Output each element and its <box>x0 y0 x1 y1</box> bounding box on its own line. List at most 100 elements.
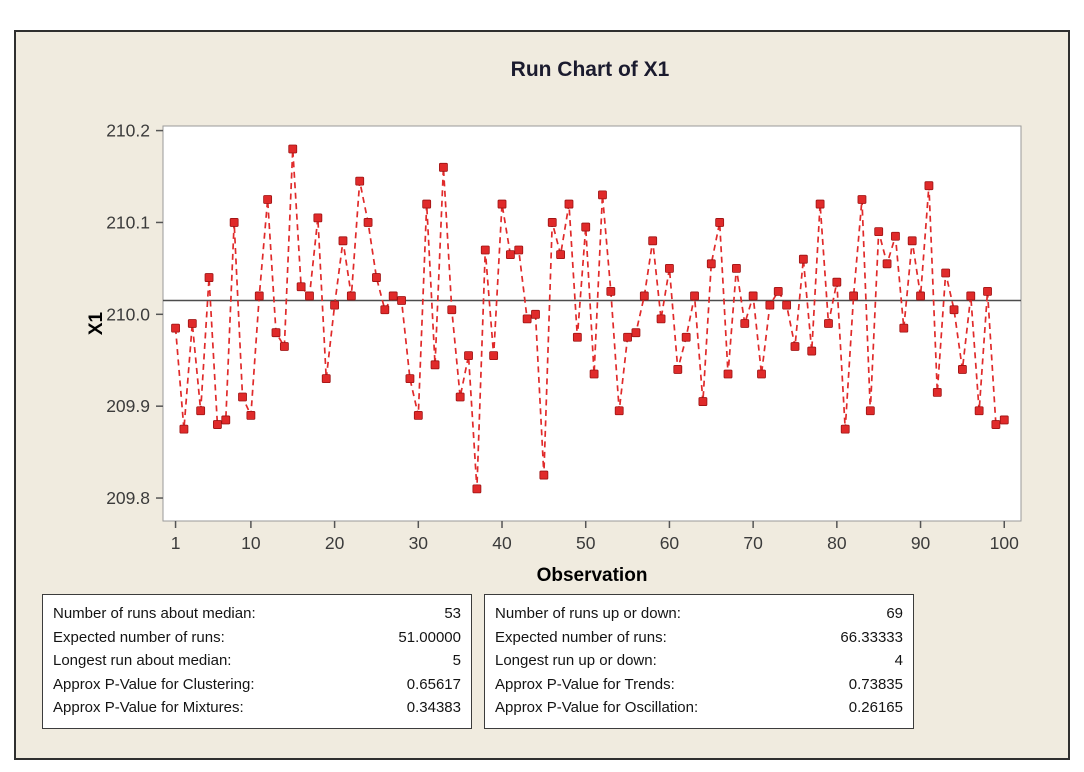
data-point-marker <box>614 406 624 416</box>
stat-row: Expected number of runs: 51.00000 <box>53 626 461 650</box>
stat-label: Expected number of runs: <box>495 628 667 646</box>
data-point-marker <box>405 374 415 384</box>
x-tick-label: 60 <box>660 533 680 553</box>
data-point-marker <box>958 365 967 374</box>
x-tick-label: 20 <box>325 533 345 553</box>
stat-label: Number of runs about median: <box>53 605 256 622</box>
data-point-marker <box>589 369 599 379</box>
run-test-statistics: Number of runs about median: 53 Expected… <box>42 594 1068 729</box>
data-point-marker <box>229 218 239 227</box>
x-axis: 1 10 20 30 40 50 60 70 80 90 100 <box>171 521 1019 553</box>
data-point-marker <box>246 410 256 420</box>
stat-label: Number of runs up or down: <box>495 605 681 622</box>
stat-row: Longest run about median: 5 <box>53 649 461 673</box>
data-point-marker <box>464 351 473 361</box>
data-point-marker <box>698 397 708 406</box>
data-point-marker <box>706 259 716 269</box>
stat-value: 0.65617 <box>406 675 461 693</box>
data-point-marker <box>497 199 507 209</box>
data-point-marker <box>865 406 875 416</box>
x-tick-label: 80 <box>827 533 847 553</box>
data-point-marker <box>899 323 909 333</box>
data-point-marker <box>238 392 247 402</box>
data-point-marker <box>430 360 440 370</box>
x-tick-label: 90 <box>911 533 931 553</box>
y-tick-label: 210.0 <box>106 304 150 324</box>
stat-value: 51.00000 <box>398 628 461 646</box>
data-point-marker <box>196 406 206 416</box>
data-point-marker <box>480 245 490 255</box>
data-point-marker <box>447 305 457 315</box>
data-point-marker <box>388 291 398 301</box>
data-point-marker <box>539 470 549 480</box>
x-tick-label: 30 <box>409 533 429 553</box>
stat-value: 5 <box>452 652 461 670</box>
data-point-marker <box>455 392 465 402</box>
data-point-marker <box>740 319 750 328</box>
data-point-marker <box>748 291 758 301</box>
data-point-marker <box>723 369 733 379</box>
data-point-marker <box>439 162 448 172</box>
data-point-marker <box>254 291 264 301</box>
stat-value: 66.33333 <box>840 628 903 646</box>
data-point-marker <box>422 199 432 209</box>
data-point-marker <box>556 250 566 260</box>
data-point-marker <box>857 195 867 204</box>
data-point-marker <box>999 415 1009 425</box>
data-point-marker <box>681 332 691 342</box>
data-point-marker <box>891 231 900 241</box>
x-axis-title: Observation <box>537 565 648 586</box>
data-point-marker <box>305 291 314 301</box>
data-point-marker <box>271 328 281 338</box>
data-point-marker <box>187 319 197 328</box>
x-tick-label: 70 <box>743 533 763 553</box>
stat-label: Expected number of runs: <box>53 628 225 646</box>
data-point-marker <box>296 282 306 292</box>
data-point-marker <box>773 286 783 296</box>
data-point-marker <box>765 300 775 310</box>
stat-label: Approx P-Value for Mixtures: <box>53 699 244 717</box>
data-point-marker <box>171 323 180 333</box>
data-point-marker <box>338 236 348 246</box>
data-point-marker <box>355 176 365 186</box>
y-tick-label: 210.2 <box>106 121 150 141</box>
data-point-marker <box>656 314 666 324</box>
stat-row: Expected number of runs: 66.33333 <box>495 626 903 650</box>
y-tick-label: 209.8 <box>106 488 150 508</box>
stat-value: 0.34383 <box>406 699 461 717</box>
data-point-marker <box>815 199 825 209</box>
data-point-marker <box>221 415 231 425</box>
runs-about-median-stats-box: Number of runs about median: 53 Expected… <box>42 594 472 729</box>
stat-row: Longest run up or down: 4 <box>495 649 903 673</box>
data-point-marker <box>204 273 214 282</box>
stat-value: 69 <box>886 605 903 622</box>
data-point-marker <box>547 218 557 227</box>
data-point-marker <box>874 227 884 237</box>
data-series-markers <box>171 144 1009 494</box>
data-point-marker <box>715 218 725 227</box>
data-point-marker <box>824 319 833 328</box>
stat-value: 0.26165 <box>848 699 903 717</box>
data-point-marker <box>639 291 649 301</box>
stat-label: Longest run about median: <box>53 652 232 670</box>
stat-value: 4 <box>894 652 903 670</box>
data-point-marker <box>288 144 298 154</box>
data-point-marker <box>346 291 356 301</box>
data-point-marker <box>363 218 373 227</box>
data-point-marker <box>966 291 976 301</box>
data-point-marker <box>263 195 273 204</box>
data-point-marker <box>849 291 858 301</box>
data-point-marker <box>924 181 934 191</box>
data-point-marker <box>321 374 331 384</box>
data-point-marker <box>489 351 499 361</box>
y-axis-title: X1 <box>86 311 107 335</box>
runs-up-down-stats-box: Number of runs up or down: 69 Expected n… <box>484 594 914 729</box>
data-point-marker <box>907 236 917 246</box>
run-chart-graph-window: Run Chart of X1 209.8 209.9 210.0 210.1 210.… <box>14 30 1070 760</box>
run-chart-plot: 209.8 209.9 210.0 210.1 210.2 1 10 20 30 40 50 60 70… <box>86 121 1022 586</box>
stat-label: Approx P-Value for Oscillation: <box>495 699 699 717</box>
y-tick-label: 209.9 <box>106 396 150 416</box>
data-point-marker <box>757 369 766 379</box>
stat-label: Approx P-Value for Trends: <box>495 675 675 693</box>
data-point-marker <box>916 291 925 301</box>
